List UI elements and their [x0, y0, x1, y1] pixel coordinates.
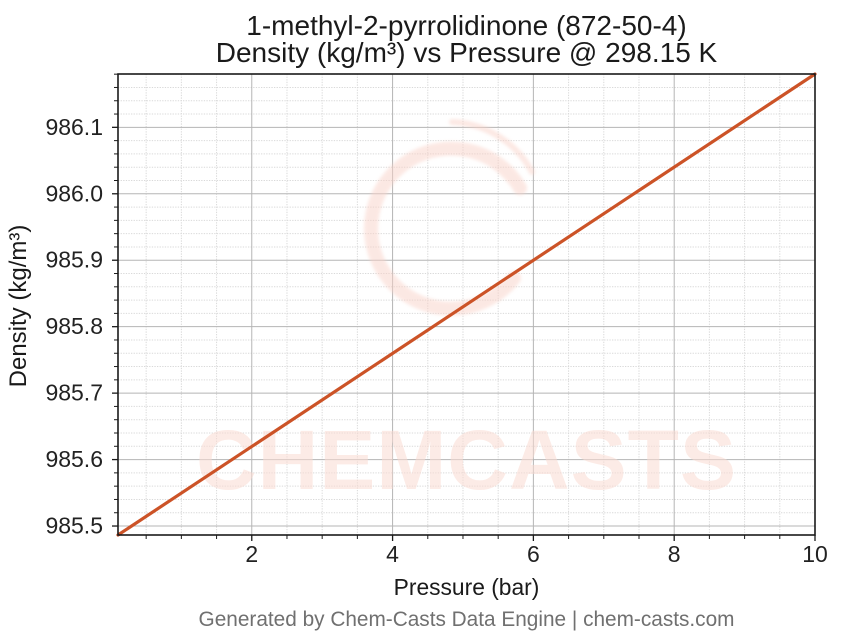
svg-text:CHEMCASTS: CHEMCASTS — [196, 413, 737, 507]
svg-text:985.9: 985.9 — [45, 247, 103, 273]
svg-text:985.7: 985.7 — [45, 380, 103, 406]
svg-text:6: 6 — [527, 541, 540, 567]
svg-text:986.0: 986.0 — [45, 180, 103, 206]
svg-text:8: 8 — [668, 541, 681, 567]
svg-text:2: 2 — [245, 541, 258, 567]
svg-text:985.8: 985.8 — [45, 313, 103, 339]
svg-text:986.1: 986.1 — [45, 114, 103, 140]
svg-text:4: 4 — [386, 541, 399, 567]
svg-text:985.6: 985.6 — [45, 446, 103, 472]
svg-text:10: 10 — [802, 541, 828, 567]
svg-text:985.5: 985.5 — [45, 513, 103, 539]
